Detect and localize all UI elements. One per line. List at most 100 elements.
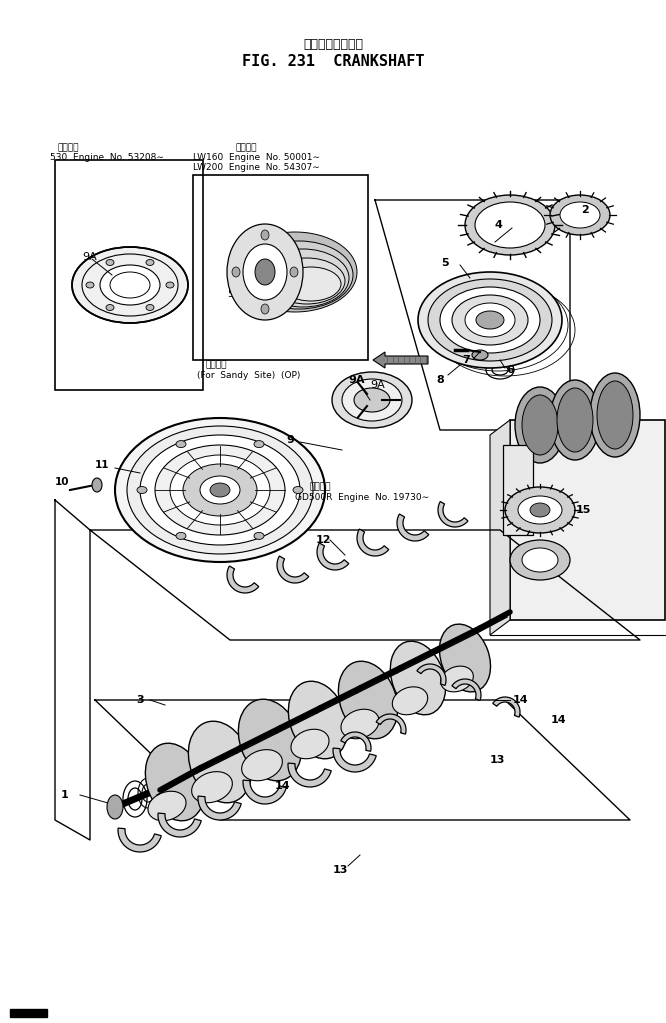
- Ellipse shape: [145, 744, 204, 820]
- Ellipse shape: [342, 379, 402, 421]
- Ellipse shape: [354, 388, 390, 412]
- Ellipse shape: [254, 532, 264, 539]
- Ellipse shape: [106, 260, 114, 266]
- Polygon shape: [417, 664, 446, 685]
- Ellipse shape: [550, 380, 600, 460]
- Text: 5: 5: [227, 290, 234, 299]
- Ellipse shape: [290, 267, 298, 277]
- Polygon shape: [341, 732, 371, 751]
- Text: 11: 11: [95, 460, 109, 470]
- Ellipse shape: [269, 258, 345, 304]
- Text: 15: 15: [575, 505, 591, 515]
- Ellipse shape: [155, 445, 285, 535]
- Polygon shape: [198, 796, 241, 820]
- Polygon shape: [288, 763, 331, 787]
- Ellipse shape: [281, 267, 341, 301]
- Text: 適用号機: 適用号機: [57, 143, 79, 152]
- Polygon shape: [158, 813, 201, 837]
- Ellipse shape: [257, 249, 349, 307]
- Ellipse shape: [557, 388, 593, 452]
- Ellipse shape: [86, 282, 94, 288]
- Polygon shape: [118, 828, 161, 852]
- Ellipse shape: [176, 441, 186, 448]
- Ellipse shape: [291, 729, 329, 759]
- Bar: [10, 1009, 47, 1017]
- Ellipse shape: [227, 224, 303, 320]
- Ellipse shape: [338, 661, 398, 739]
- Ellipse shape: [597, 381, 633, 449]
- Ellipse shape: [472, 350, 488, 360]
- Text: GD500R  Engine  No. 19730∼: GD500R Engine No. 19730∼: [295, 493, 429, 502]
- Polygon shape: [490, 420, 510, 635]
- Text: 530  Engine  No. 53208∼: 530 Engine No. 53208∼: [50, 153, 164, 163]
- Polygon shape: [333, 748, 376, 772]
- Ellipse shape: [341, 709, 379, 739]
- Ellipse shape: [440, 624, 491, 692]
- Text: 7: 7: [462, 355, 470, 365]
- Polygon shape: [317, 543, 349, 570]
- Text: 6: 6: [506, 365, 514, 375]
- Ellipse shape: [550, 195, 610, 235]
- Ellipse shape: [115, 418, 325, 562]
- Polygon shape: [373, 352, 428, 368]
- Polygon shape: [227, 566, 259, 593]
- Ellipse shape: [242, 750, 282, 781]
- Ellipse shape: [261, 304, 269, 314]
- Ellipse shape: [332, 372, 412, 428]
- Ellipse shape: [515, 387, 565, 463]
- Text: 13: 13: [490, 755, 505, 765]
- Text: 12: 12: [315, 535, 331, 545]
- Text: 10: 10: [55, 477, 69, 487]
- Text: 8: 8: [436, 375, 444, 385]
- Ellipse shape: [192, 771, 232, 803]
- Ellipse shape: [137, 487, 147, 493]
- Bar: [193, 175, 368, 360]
- Ellipse shape: [390, 641, 446, 715]
- Ellipse shape: [522, 548, 558, 572]
- Ellipse shape: [107, 795, 123, 819]
- Text: 1: 1: [61, 790, 69, 800]
- Polygon shape: [397, 514, 429, 541]
- Ellipse shape: [522, 395, 558, 455]
- Ellipse shape: [148, 791, 186, 820]
- Ellipse shape: [188, 721, 252, 803]
- Text: (For  Sandy  Site)  (OP): (For Sandy Site) (OP): [197, 371, 300, 381]
- Ellipse shape: [243, 244, 287, 300]
- Ellipse shape: [465, 195, 555, 255]
- Text: 9A: 9A: [370, 380, 385, 390]
- Ellipse shape: [288, 681, 348, 759]
- Ellipse shape: [428, 279, 552, 361]
- Text: 9A: 9A: [82, 252, 97, 262]
- Text: 砂地仕様: 砂地仕様: [205, 360, 226, 369]
- Ellipse shape: [245, 241, 353, 309]
- Ellipse shape: [210, 483, 230, 497]
- Ellipse shape: [476, 311, 504, 329]
- Polygon shape: [452, 679, 481, 701]
- Text: 4: 4: [494, 220, 502, 230]
- Text: 5: 5: [441, 258, 449, 268]
- Ellipse shape: [530, 503, 550, 517]
- Text: 16: 16: [522, 505, 538, 515]
- Ellipse shape: [392, 686, 428, 715]
- Ellipse shape: [560, 202, 600, 228]
- Bar: [510, 420, 665, 620]
- Ellipse shape: [176, 532, 186, 539]
- Polygon shape: [243, 781, 286, 804]
- Polygon shape: [357, 529, 389, 555]
- Ellipse shape: [452, 295, 528, 345]
- Ellipse shape: [238, 700, 302, 781]
- Ellipse shape: [127, 426, 313, 554]
- Text: 2: 2: [581, 205, 589, 215]
- Ellipse shape: [72, 247, 188, 323]
- Ellipse shape: [261, 230, 269, 240]
- Text: 14: 14: [512, 695, 528, 705]
- Text: 適用号機: 適用号機: [310, 483, 332, 491]
- Ellipse shape: [441, 666, 474, 692]
- Ellipse shape: [510, 540, 570, 580]
- Text: 14: 14: [274, 781, 290, 791]
- Ellipse shape: [232, 267, 240, 277]
- Bar: [55, 160, 203, 390]
- Text: 3: 3: [136, 695, 144, 705]
- Ellipse shape: [440, 287, 540, 353]
- Bar: [503, 445, 533, 535]
